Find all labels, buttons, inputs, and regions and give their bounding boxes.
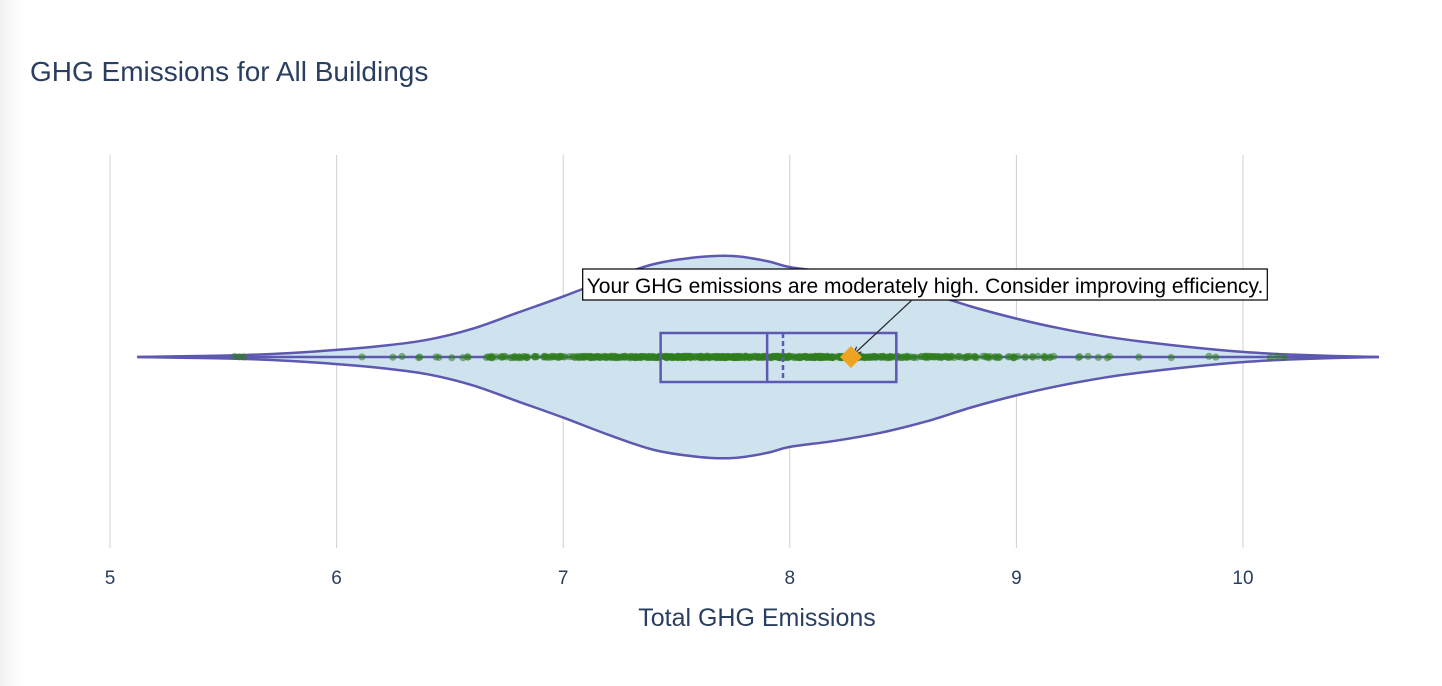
data-point — [523, 353, 531, 362]
data-point — [358, 353, 366, 361]
data-point — [416, 353, 424, 361]
data-point — [631, 353, 639, 361]
highlight-marker — [839, 346, 862, 368]
data-point — [962, 353, 970, 361]
data-point — [1135, 353, 1143, 361]
data-point — [970, 353, 979, 361]
data-point — [459, 354, 467, 362]
data-point — [802, 352, 810, 360]
annotation-text: Your GHG emissions are moderately high. … — [587, 275, 1264, 298]
data-point — [887, 352, 895, 361]
data-point — [863, 353, 871, 361]
data-point — [482, 353, 490, 362]
data-point — [824, 353, 832, 361]
data-point — [942, 352, 950, 360]
data-point — [435, 353, 443, 361]
data-point — [389, 353, 397, 361]
x-tick-label: 8 — [785, 568, 796, 589]
data-point — [1076, 353, 1084, 361]
data-point — [755, 353, 763, 361]
data-point — [1273, 352, 1281, 360]
data-point — [984, 353, 992, 361]
data-point — [541, 353, 550, 361]
data-point — [587, 354, 595, 362]
data-point — [815, 352, 823, 360]
data-point — [448, 354, 456, 362]
data-point — [492, 353, 500, 361]
data-point — [667, 353, 675, 361]
data-point — [926, 352, 935, 361]
data-point — [1205, 352, 1213, 360]
annotation-arrow — [852, 299, 913, 356]
data-point — [898, 353, 906, 362]
data-point — [531, 352, 539, 361]
data-point — [1028, 352, 1036, 361]
data-point — [702, 352, 710, 360]
data-point — [650, 353, 658, 362]
data-point — [1041, 353, 1049, 362]
data-point — [1105, 352, 1114, 361]
data-point — [398, 352, 406, 361]
annotation: Your GHG emissions are moderately high. … — [582, 268, 1268, 357]
data-point — [607, 353, 615, 361]
data-point — [734, 353, 742, 361]
x-axis-label: Total GHG Emissions — [638, 604, 876, 632]
data-point — [1167, 353, 1175, 362]
data-point — [870, 353, 878, 361]
data-point — [549, 352, 557, 361]
data-point — [1212, 353, 1220, 361]
data-point — [879, 352, 887, 361]
data-point — [715, 352, 723, 361]
data-point — [565, 353, 573, 361]
data-point — [644, 353, 652, 361]
data-point — [240, 353, 248, 361]
x-tick-label: 10 — [1232, 568, 1253, 589]
data-point — [594, 353, 602, 361]
box-iqr — [659, 331, 898, 384]
chart-title: GHG Emissions for All Buildings — [30, 56, 428, 87]
data-point — [1094, 353, 1102, 362]
data-point — [772, 352, 780, 360]
data-point — [741, 353, 749, 361]
data-point — [574, 354, 583, 362]
data-point — [1084, 352, 1092, 360]
left-edge-shadow — [0, 0, 22, 686]
x-tick-label: 5 — [105, 568, 116, 589]
data-point — [1050, 352, 1058, 360]
data-point — [662, 353, 670, 361]
data-point — [1021, 353, 1029, 361]
data-point — [994, 354, 1002, 362]
data-point — [502, 353, 510, 361]
data-point — [1034, 352, 1042, 360]
x-tick-label: 9 — [1011, 568, 1022, 589]
x-tick-labels: 5 6 7 8 9 10 — [105, 568, 1254, 589]
data-point — [729, 353, 737, 362]
data-point — [616, 353, 625, 362]
data-point — [1004, 353, 1012, 361]
data-point — [1280, 353, 1288, 361]
x-tick-label: 7 — [558, 568, 569, 589]
data-point — [554, 353, 563, 362]
x-tick-label: 6 — [331, 568, 342, 589]
data-point — [516, 353, 524, 361]
data-point — [683, 352, 692, 360]
data-point — [1266, 353, 1274, 362]
annotation-box — [582, 268, 1268, 301]
data-point — [910, 353, 918, 361]
data-point — [917, 353, 925, 361]
data-point — [954, 353, 962, 361]
